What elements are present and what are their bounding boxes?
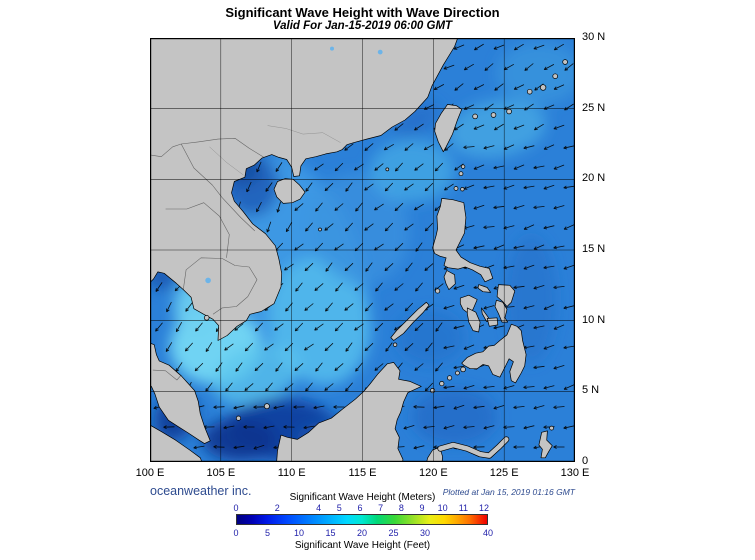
country-borders xyxy=(150,138,265,381)
land-mindoro xyxy=(443,270,456,290)
meters-tick: 6 xyxy=(357,503,363,513)
lat-tick-label: 20 N xyxy=(582,172,606,185)
meters-tick: 11 xyxy=(458,503,469,513)
lakes xyxy=(205,46,383,284)
land-samar xyxy=(496,284,516,307)
colorbar-gradient-bar xyxy=(236,514,488,525)
lon-tick-label: 110 E xyxy=(277,467,306,479)
feet-tick: 40 xyxy=(482,528,494,538)
rivers xyxy=(209,125,341,176)
lat-tick-label: 0 xyxy=(582,455,589,467)
map-frame xyxy=(150,38,575,462)
feet-tick: 30 xyxy=(419,528,431,538)
feet-tick: 25 xyxy=(388,528,399,538)
land-masbate xyxy=(477,284,492,293)
page-title: Significant Wave Height with Wave Direct… xyxy=(225,5,500,20)
meters-tick: 8 xyxy=(398,503,404,513)
oceanweather-credit: oceanweather inc. xyxy=(150,484,252,498)
land-negros xyxy=(466,307,481,333)
lon-tick-label: 125 E xyxy=(489,467,519,479)
colorbar-feet-ticks: 0 5 10 15 20 25 30 40 xyxy=(233,528,493,539)
feet-tick: 20 xyxy=(356,528,368,538)
colorbar-meters-label: Significant Wave Height (Meters) xyxy=(289,492,436,503)
lon-tick-label: 130 E xyxy=(560,467,590,479)
meters-tick: 9 xyxy=(419,503,425,513)
feet-tick: 5 xyxy=(264,528,271,538)
land-malay-peninsula xyxy=(150,342,211,444)
feet-tick: 0 xyxy=(233,528,239,538)
grid-layer xyxy=(150,38,575,462)
lat-tick-label: 25 N xyxy=(582,101,606,114)
meters-tick: 5 xyxy=(336,503,342,513)
feet-tick: 10 xyxy=(293,528,305,538)
land-borneo xyxy=(276,362,422,462)
lat-tick-label: 15 N xyxy=(582,243,606,255)
lon-tick-label: 120 E xyxy=(418,467,448,479)
land-layer xyxy=(150,38,568,462)
lon-tick-label: 105 E xyxy=(206,467,236,479)
plotted-timestamp: Plotted at Jan 15, 2019 01:16 GMT xyxy=(442,487,575,497)
meters-tick: 2 xyxy=(274,503,280,513)
lat-tick-label: 10 N xyxy=(582,313,606,326)
colorbar-meters-ticks: 0 2 4 5 6 7 8 9 10 11 12 xyxy=(233,503,490,514)
lat-tick-label: 30 N xyxy=(582,31,606,43)
lon-tick-label: 100 E xyxy=(135,467,165,479)
meters-tick: 0 xyxy=(233,503,239,513)
land-bohol xyxy=(486,317,499,327)
land-luzon xyxy=(432,198,494,283)
land-halmahera xyxy=(538,430,553,459)
map-canvas xyxy=(150,38,575,462)
land-palawan xyxy=(390,301,430,341)
lon-tick-label: 115 E xyxy=(348,467,377,479)
colorbar-feet-label: Significant Wave Height (Feet) xyxy=(294,540,431,551)
lat-tick-label: 5 N xyxy=(582,384,600,397)
meters-tick: 7 xyxy=(378,503,384,513)
map-svg xyxy=(150,38,575,462)
valid-time-subtitle: Valid For Jan-15-2019 06:00 GMT xyxy=(272,20,453,32)
land-mindanao xyxy=(461,323,527,384)
meters-tick: 4 xyxy=(316,503,322,513)
land-sumatra xyxy=(150,424,203,462)
feet-tick: 15 xyxy=(325,528,336,538)
meters-tick: 12 xyxy=(478,503,490,513)
meters-tick: 10 xyxy=(437,503,448,513)
